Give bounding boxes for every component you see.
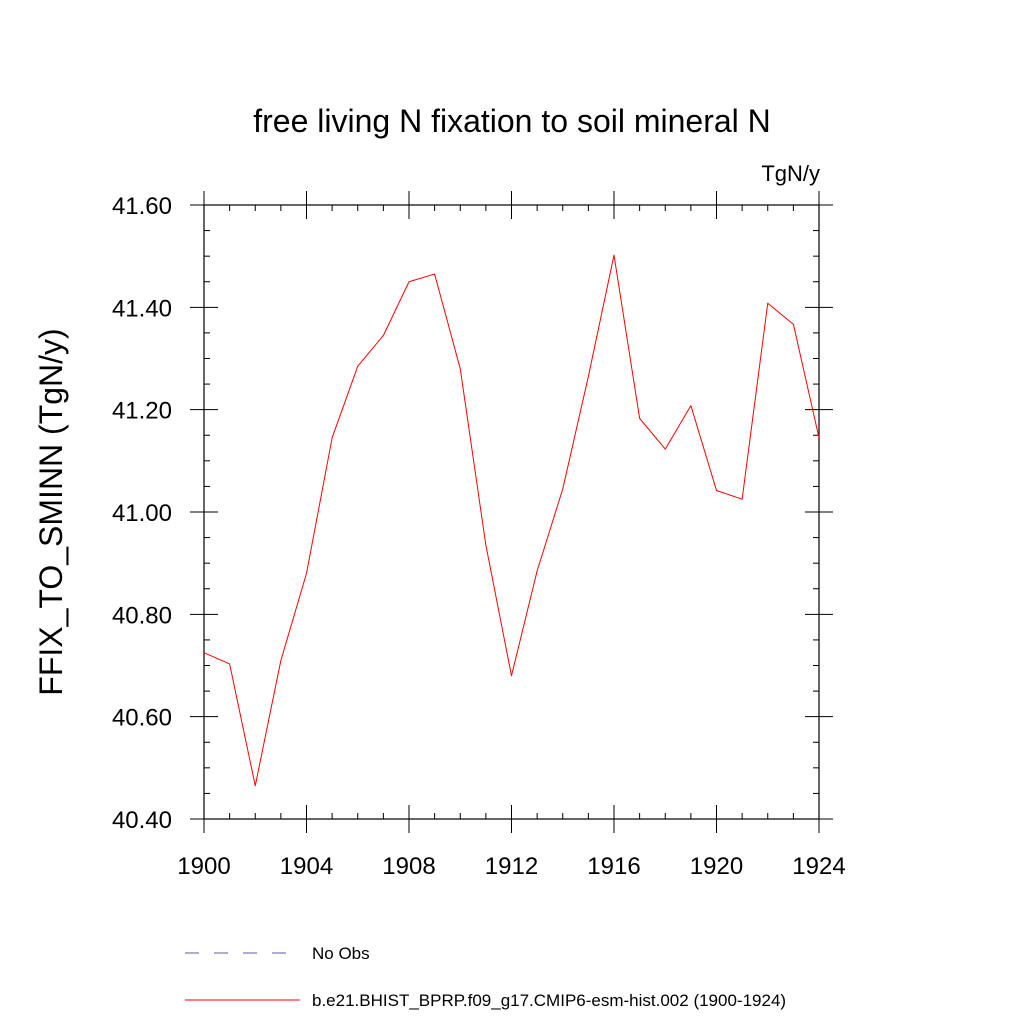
plot-frame (203, 204, 820, 820)
x-tick-label: 1920 (690, 853, 743, 880)
minor-ticks (204, 205, 819, 819)
units-label: TgN/y (761, 161, 820, 186)
x-tick-label: 1904 (280, 853, 333, 880)
legend: No Obs b.e21.BHIST_BPRP.f09_g17.CMIP6-esm… (185, 944, 786, 1010)
y-tick-labels: 40.40 40.60 40.80 41.00 41.20 41.40 41.60 (112, 193, 172, 834)
legend-label-no-obs: No Obs (312, 944, 370, 963)
major-ticks (190, 191, 833, 833)
y-tick-label: 40.40 (112, 807, 172, 834)
series-lines (203, 254, 820, 787)
x-tick-label: 1912 (485, 853, 538, 880)
x-tick-label: 1916 (587, 853, 640, 880)
y-tick-label: 41.60 (112, 193, 172, 220)
chart-title: free living N fixation to soil mineral N (253, 103, 771, 139)
y-tick-label: 41.20 (112, 398, 172, 425)
x-tick-label: 1900 (177, 853, 230, 880)
y-axis-label: FFIX_TO_SMINN (TgN/y) (33, 328, 69, 695)
y-tick-label: 40.60 (112, 705, 172, 732)
y-tick-label: 41.40 (112, 295, 172, 322)
series-line (203, 254, 820, 787)
y-tick-label: 40.80 (112, 602, 172, 629)
x-tick-labels: 1900 1904 1908 1912 1916 1920 1924 (177, 853, 845, 880)
x-tick-label: 1908 (382, 853, 435, 880)
x-tick-label: 1924 (792, 853, 845, 880)
legend-label-model: b.e21.BHIST_BPRP.f09_g17.CMIP6-esm-hist.… (312, 991, 786, 1010)
y-tick-label: 41.00 (112, 500, 172, 527)
